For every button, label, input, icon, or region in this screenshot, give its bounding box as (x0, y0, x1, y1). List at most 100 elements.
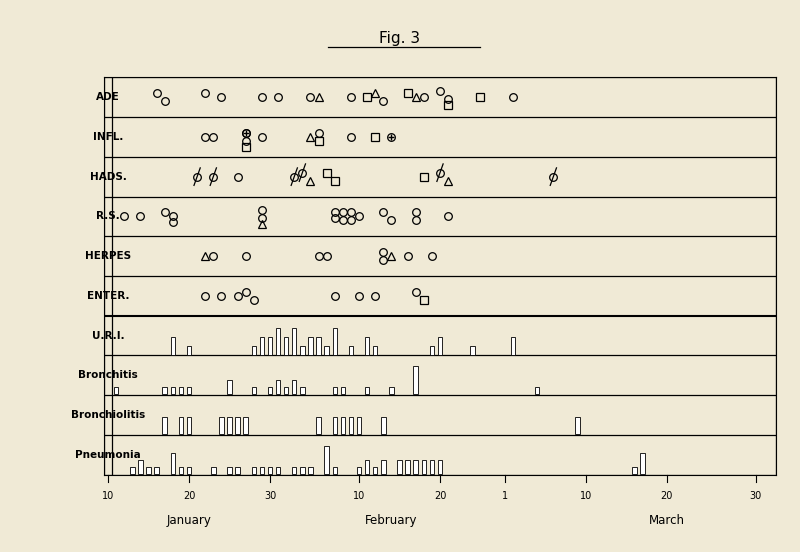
Text: 1: 1 (502, 491, 508, 501)
Text: ADE: ADE (96, 92, 120, 102)
Bar (300, 388, 305, 395)
Text: Pneumonia: Pneumonia (75, 450, 141, 460)
Bar (186, 467, 191, 474)
Text: 20: 20 (434, 491, 446, 501)
Bar (284, 337, 288, 355)
Bar (268, 467, 272, 474)
Bar (178, 388, 183, 395)
Text: 10: 10 (580, 491, 592, 501)
Text: 10: 10 (353, 491, 365, 501)
Bar (341, 388, 345, 395)
Bar (349, 417, 353, 434)
Bar (211, 467, 215, 474)
Bar (389, 388, 394, 395)
Bar (235, 417, 240, 434)
Bar (510, 337, 515, 355)
Bar (357, 467, 362, 474)
Text: Fig. 3: Fig. 3 (379, 31, 421, 46)
Bar (316, 417, 321, 434)
Bar (333, 388, 337, 395)
Bar (186, 417, 191, 434)
Bar (251, 467, 256, 474)
Bar (381, 417, 386, 434)
Text: U.R.I.: U.R.I. (92, 331, 124, 341)
Bar (268, 388, 272, 395)
Bar (438, 460, 442, 474)
Bar (227, 380, 232, 395)
Bar (260, 467, 264, 474)
Text: 30: 30 (750, 491, 762, 501)
Bar (186, 346, 191, 355)
Bar (251, 388, 256, 395)
Bar (308, 467, 313, 474)
Bar (219, 417, 224, 434)
Bar (114, 388, 118, 395)
Bar (325, 446, 329, 474)
Bar (325, 346, 329, 355)
Bar (438, 337, 442, 355)
Bar (260, 337, 264, 355)
Bar (373, 346, 378, 355)
Text: 20: 20 (183, 491, 195, 501)
Bar (178, 417, 183, 434)
Bar (430, 460, 434, 474)
Bar (406, 460, 410, 474)
Bar (276, 467, 280, 474)
Bar (430, 346, 434, 355)
Bar (251, 346, 256, 355)
Text: January: January (166, 514, 211, 528)
Text: HADS.: HADS. (90, 172, 126, 182)
Bar (575, 417, 580, 434)
Bar (365, 460, 370, 474)
Bar (146, 467, 150, 474)
Bar (341, 417, 345, 434)
Text: March: March (649, 514, 685, 528)
Bar (300, 346, 305, 355)
Bar (162, 388, 167, 395)
Bar (227, 417, 232, 434)
Bar (373, 467, 378, 474)
Bar (292, 380, 297, 395)
Bar (154, 467, 159, 474)
Bar (365, 337, 370, 355)
Bar (292, 328, 297, 355)
Bar (300, 467, 305, 474)
Bar (632, 467, 637, 474)
Bar (186, 388, 191, 395)
Bar (243, 417, 248, 434)
Bar (130, 467, 134, 474)
Bar (284, 388, 288, 395)
Bar (276, 380, 280, 395)
Text: INFL.: INFL. (93, 132, 123, 142)
Bar (470, 346, 474, 355)
Bar (316, 337, 321, 355)
Bar (535, 388, 539, 395)
Bar (333, 467, 337, 474)
Bar (138, 460, 142, 474)
Text: February: February (365, 514, 418, 528)
Bar (398, 460, 402, 474)
Text: 20: 20 (661, 491, 673, 501)
Bar (170, 388, 175, 395)
Bar (308, 337, 313, 355)
Bar (170, 337, 175, 355)
Bar (268, 337, 272, 355)
Text: 10: 10 (102, 491, 114, 501)
Bar (414, 367, 418, 395)
Bar (422, 460, 426, 474)
Bar (276, 328, 280, 355)
Bar (170, 453, 175, 474)
Text: R.S.: R.S. (96, 211, 120, 221)
Bar (381, 460, 386, 474)
Bar (333, 417, 337, 434)
Text: ENTER.: ENTER. (86, 291, 130, 301)
Bar (365, 388, 370, 395)
Bar (357, 417, 362, 434)
Text: 30: 30 (264, 491, 276, 501)
Bar (333, 328, 337, 355)
Bar (227, 467, 232, 474)
Bar (292, 467, 297, 474)
Bar (640, 453, 645, 474)
Bar (178, 467, 183, 474)
Bar (349, 346, 353, 355)
